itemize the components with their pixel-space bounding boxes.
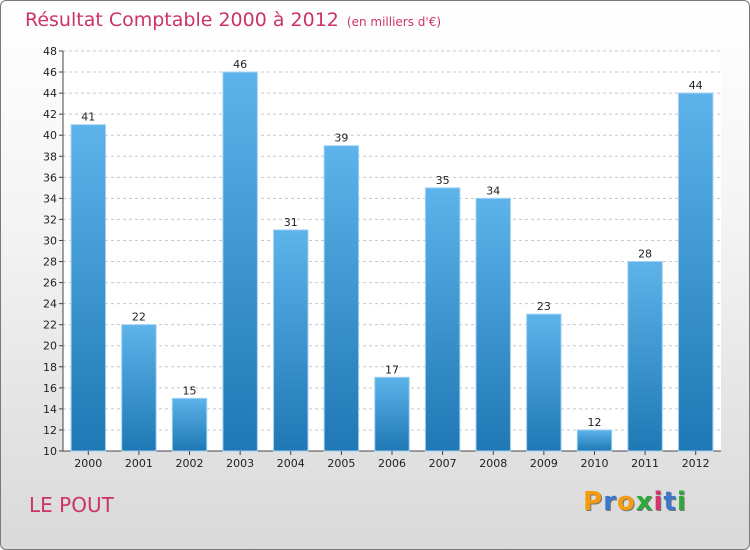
- data-label: 34: [486, 184, 500, 197]
- x-tick-label: 2001: [125, 457, 153, 470]
- data-label: 22: [132, 311, 146, 324]
- y-tick-label: 40: [43, 129, 57, 142]
- x-tick-label: 2012: [682, 457, 710, 470]
- y-tick-label: 26: [43, 277, 57, 290]
- logo-letter: t: [663, 487, 677, 517]
- logo-letter: i: [653, 487, 664, 517]
- y-tick-label: 30: [43, 234, 57, 247]
- y-tick-label: 20: [43, 340, 57, 353]
- data-label: 35: [436, 174, 450, 187]
- x-tick-label: 2003: [226, 457, 254, 470]
- bar: [475, 197, 511, 452]
- place-name: LE POUT: [29, 493, 114, 517]
- bar: [526, 313, 562, 452]
- bar: [424, 187, 461, 452]
- data-label: 41: [81, 111, 95, 124]
- bar: [576, 429, 613, 452]
- y-tick-label: 16: [43, 382, 57, 395]
- x-tick-label: 2011: [631, 457, 659, 470]
- data-label: 23: [537, 300, 551, 313]
- x-tick-label: 2002: [176, 457, 204, 470]
- y-tick-label: 48: [43, 45, 57, 58]
- data-label: 28: [638, 248, 652, 261]
- data-label: 39: [334, 132, 348, 145]
- chart-title: Résultat Comptable 2000 à 2012 (en millie…: [25, 9, 441, 31]
- bar: [677, 92, 714, 452]
- y-tick-label: 34: [43, 192, 57, 205]
- y-tick-label: 46: [43, 66, 57, 79]
- y-tick-label: 24: [43, 298, 57, 311]
- bar: [627, 261, 663, 452]
- x-tick-label: 2004: [277, 457, 305, 470]
- x-tick-label: 2010: [580, 457, 608, 470]
- x-tick-label: 2007: [429, 457, 457, 470]
- logo-letter: P: [583, 487, 604, 517]
- logo-letter: x: [635, 487, 654, 517]
- y-tick-label: 22: [43, 319, 57, 332]
- x-tick-label: 2000: [74, 457, 102, 470]
- bar: [222, 71, 258, 452]
- y-tick-label: 36: [43, 171, 57, 184]
- y-tick-label: 12: [43, 424, 57, 437]
- data-label: 44: [689, 79, 703, 92]
- data-label: 15: [183, 384, 197, 397]
- x-tick-label: 2005: [327, 457, 355, 470]
- data-label: 17: [385, 363, 399, 376]
- y-tick-label: 44: [43, 87, 57, 100]
- y-tick-label: 10: [43, 445, 57, 458]
- bar: [121, 324, 157, 452]
- chart-subtitle: (en milliers d'€): [346, 15, 442, 29]
- y-tick-label: 42: [43, 108, 57, 121]
- data-label: 31: [284, 216, 298, 229]
- x-tick-label: 2009: [530, 457, 558, 470]
- y-tick-label: 18: [43, 361, 57, 374]
- logo-letter: r: [603, 487, 617, 517]
- y-tick-label: 14: [43, 403, 57, 416]
- y-tick-label: 38: [43, 150, 57, 163]
- logo-letter: i: [676, 487, 687, 517]
- chart-title-text: Résultat Comptable 2000 à 2012: [25, 9, 339, 31]
- bar: [171, 397, 208, 452]
- bar: [323, 145, 360, 452]
- data-label: 46: [233, 58, 247, 71]
- proxiti-logo: Proxiti: [583, 487, 687, 517]
- x-tick-label: 2006: [378, 457, 406, 470]
- x-tick-label: 2008: [479, 457, 507, 470]
- y-tick-label: 28: [43, 256, 57, 269]
- logo-letter: o: [616, 487, 636, 517]
- bar: [273, 229, 309, 452]
- bar: [70, 124, 107, 452]
- data-label: 12: [587, 416, 601, 429]
- bar: [374, 376, 410, 452]
- y-tick-label: 32: [43, 213, 57, 226]
